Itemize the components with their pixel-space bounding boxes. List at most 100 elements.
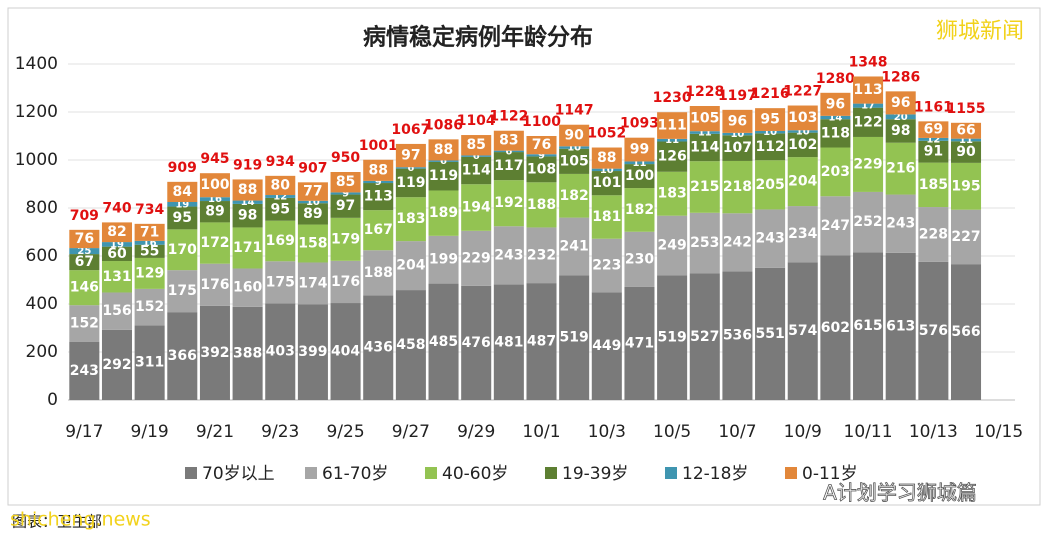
value-label: 471	[625, 335, 654, 351]
value-label: 20	[894, 112, 908, 123]
value-label: 388	[233, 345, 262, 361]
x-tick-label: 10/13	[909, 422, 958, 442]
value-label: 88	[368, 162, 387, 178]
y-tick-label: 1400	[15, 54, 58, 74]
value-label: 181	[592, 209, 621, 225]
total-label: 709	[70, 208, 99, 224]
bar-segment	[918, 162, 949, 208]
value-label: 216	[886, 161, 915, 177]
bar-segment	[493, 180, 524, 227]
bar-segment	[395, 290, 426, 400]
bar-segment	[559, 124, 590, 147]
bar-segment	[199, 263, 230, 306]
value-label: 176	[331, 274, 360, 290]
bar-segment	[787, 206, 818, 263]
value-label: 174	[298, 275, 327, 291]
bar-segment	[722, 271, 753, 400]
bar-segment	[167, 312, 198, 400]
bar-segment	[232, 268, 263, 307]
watermark: 狮城新闻	[936, 19, 1024, 44]
value-label: 182	[625, 202, 654, 218]
value-label: 95	[760, 112, 779, 128]
bar-segment	[853, 103, 884, 108]
bar-segment	[624, 161, 655, 165]
value-label: 243	[755, 231, 784, 247]
value-label: 66	[956, 123, 975, 139]
bar-segment	[101, 222, 133, 243]
bar-segment	[461, 230, 492, 286]
bar-segment	[787, 132, 818, 158]
bar-segment	[853, 191, 884, 253]
bar-segment	[134, 240, 165, 245]
value-label: 152	[135, 299, 164, 315]
bar-segment	[689, 212, 720, 274]
legend-swatch	[545, 467, 557, 479]
value-label: 243	[494, 247, 523, 263]
y-tick-label: 1200	[15, 102, 58, 122]
value-label: 519	[658, 330, 687, 346]
total-label: 1052	[587, 126, 626, 142]
legend-label: 0-11岁	[802, 464, 858, 484]
bar-segment	[820, 147, 851, 197]
bar-segment	[885, 252, 916, 400]
bar-segment	[559, 217, 590, 276]
total-label: 1067	[391, 122, 430, 138]
bar-segment	[787, 157, 818, 207]
x-tick-label: 9/29	[457, 422, 495, 442]
value-label: 19	[110, 239, 124, 250]
total-label: 1280	[816, 71, 855, 87]
bar-segment	[657, 138, 688, 142]
total-label: 907	[298, 160, 327, 176]
value-label: 89	[303, 206, 322, 222]
bar-segment	[461, 156, 492, 185]
bar-segment	[232, 200, 263, 204]
bar-segment	[657, 275, 688, 400]
bar-segment	[297, 182, 328, 201]
y-tick-label: 400	[26, 294, 58, 314]
value-label: 117	[494, 158, 523, 174]
value-label: 14	[241, 197, 255, 208]
bar-segment	[297, 262, 328, 305]
bar-segment	[526, 227, 557, 284]
total-label: 919	[233, 157, 262, 173]
bar-segment	[69, 248, 100, 255]
value-label: 112	[755, 139, 784, 155]
value-label: 223	[592, 257, 621, 273]
bar-segment	[493, 150, 524, 153]
bar-segment	[853, 107, 884, 137]
value-label: 403	[266, 344, 295, 360]
x-tick-label: 9/17	[65, 422, 103, 442]
value-label: 481	[494, 334, 523, 350]
value-label: 6	[505, 146, 512, 157]
bar-segment	[885, 119, 916, 143]
value-label: 242	[723, 234, 752, 250]
value-label: 152	[70, 315, 99, 331]
value-label: 485	[429, 334, 458, 350]
value-label: 449	[592, 338, 621, 354]
y-tick-label: 800	[26, 198, 58, 218]
value-label: 16	[143, 238, 157, 249]
value-label: 119	[429, 168, 458, 184]
value-label: 11	[633, 158, 647, 169]
value-label: 574	[788, 323, 817, 339]
value-label: 229	[462, 250, 491, 266]
bar-segment	[199, 197, 230, 202]
value-label: 243	[886, 216, 915, 232]
bar-segment	[526, 182, 557, 228]
value-label: 476	[462, 335, 491, 351]
bar-segment	[167, 202, 198, 207]
value-label: 91	[924, 144, 943, 160]
total-label: 950	[331, 150, 360, 166]
bar-segment	[526, 156, 557, 183]
value-label: 160	[233, 280, 262, 296]
bar-segment	[493, 152, 524, 181]
value-label: 88	[597, 150, 616, 166]
value-label: 311	[135, 355, 164, 371]
bar-segment	[428, 161, 459, 191]
bar-segment	[134, 288, 165, 326]
value-label: 12	[273, 191, 287, 202]
value-label: 566	[951, 324, 980, 340]
legend-label: 40-60岁	[442, 464, 508, 484]
bar-segment	[918, 207, 949, 262]
x-tick-label: 10/9	[784, 422, 822, 442]
